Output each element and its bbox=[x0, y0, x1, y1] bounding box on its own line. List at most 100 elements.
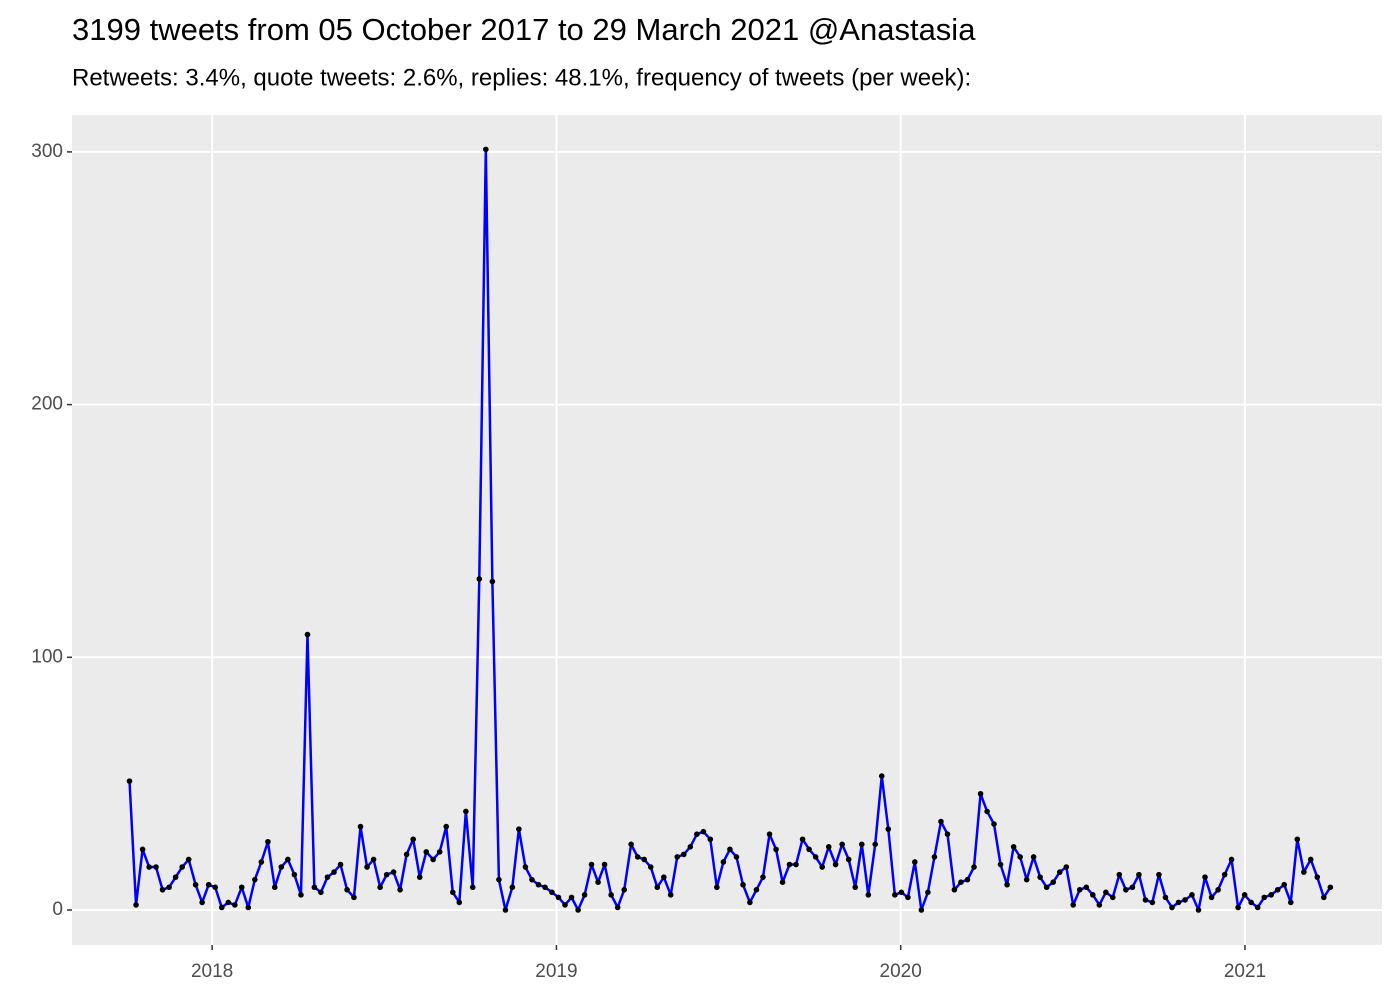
data-point bbox=[1076, 886, 1083, 893]
data-point bbox=[410, 836, 416, 843]
data-point bbox=[1023, 876, 1030, 883]
data-point bbox=[192, 881, 199, 888]
data-point bbox=[252, 876, 258, 883]
data-point bbox=[753, 886, 760, 893]
data-point bbox=[991, 821, 997, 827]
data-point bbox=[172, 874, 179, 880]
data-point bbox=[416, 874, 423, 880]
data-point bbox=[1248, 899, 1254, 906]
data-point bbox=[1307, 856, 1314, 863]
data-point bbox=[918, 907, 925, 913]
data-point bbox=[403, 851, 410, 858]
data-point bbox=[588, 861, 595, 868]
data-point bbox=[865, 892, 872, 898]
data-point bbox=[1228, 856, 1235, 863]
data-point bbox=[707, 836, 714, 843]
data-point bbox=[218, 904, 225, 911]
data-point bbox=[925, 889, 931, 896]
data-point bbox=[1268, 892, 1274, 898]
data-point bbox=[806, 846, 812, 853]
data-point bbox=[634, 854, 641, 860]
data-point bbox=[232, 902, 238, 908]
data-point bbox=[337, 861, 344, 868]
data-point bbox=[872, 841, 879, 848]
data-point bbox=[166, 884, 172, 891]
data-point bbox=[766, 831, 773, 837]
data-point bbox=[1202, 874, 1208, 880]
data-point bbox=[977, 790, 984, 797]
data-point bbox=[1221, 871, 1228, 878]
data-point bbox=[786, 861, 793, 868]
data-point bbox=[1175, 899, 1182, 906]
data-point bbox=[608, 892, 614, 898]
data-point bbox=[483, 146, 489, 153]
data-point bbox=[1314, 874, 1321, 880]
plot-panel bbox=[72, 115, 1382, 945]
data-point bbox=[357, 823, 364, 830]
data-point bbox=[595, 879, 601, 886]
data-point bbox=[271, 884, 278, 891]
data-point bbox=[351, 894, 357, 901]
data-point bbox=[430, 856, 436, 863]
data-point bbox=[212, 884, 219, 891]
data-point bbox=[1235, 904, 1241, 911]
data-point bbox=[555, 894, 562, 901]
data-point bbox=[575, 907, 581, 913]
data-point bbox=[502, 907, 509, 913]
data-point bbox=[324, 874, 331, 880]
data-point bbox=[489, 578, 496, 585]
data-point bbox=[614, 904, 621, 911]
data-point bbox=[628, 841, 634, 848]
data-point bbox=[1129, 884, 1136, 891]
data-point bbox=[146, 864, 152, 870]
data-point bbox=[370, 856, 377, 863]
data-point bbox=[1136, 871, 1142, 878]
data-point bbox=[601, 861, 608, 868]
data-point bbox=[542, 884, 548, 891]
data-point bbox=[832, 861, 839, 868]
data-point bbox=[245, 904, 252, 911]
data-point bbox=[133, 902, 139, 908]
data-point bbox=[944, 831, 951, 837]
data-point bbox=[1287, 899, 1294, 906]
y-tick-label: 300 bbox=[31, 141, 63, 162]
data-point bbox=[1274, 886, 1281, 893]
data-point bbox=[258, 859, 265, 865]
x-tick-label: 2018 bbox=[191, 961, 233, 982]
data-point bbox=[225, 899, 232, 906]
data-point bbox=[397, 886, 403, 893]
data-point bbox=[1327, 884, 1334, 891]
data-point bbox=[1261, 894, 1268, 901]
data-point bbox=[1142, 897, 1149, 903]
data-point bbox=[1017, 854, 1023, 860]
data-point bbox=[1123, 886, 1129, 893]
data-point bbox=[700, 828, 707, 835]
data-point bbox=[964, 876, 971, 883]
data-point bbox=[522, 864, 529, 870]
data-point bbox=[318, 889, 324, 896]
data-point bbox=[509, 884, 516, 891]
data-point bbox=[938, 818, 944, 825]
data-point bbox=[529, 876, 535, 883]
chart-subtitle: Retweets: 3.4%, quote tweets: 2.6%, repl… bbox=[72, 64, 971, 91]
data-point bbox=[205, 881, 212, 888]
data-point bbox=[621, 886, 628, 893]
data-point bbox=[647, 864, 654, 870]
data-point bbox=[476, 576, 483, 582]
data-point bbox=[331, 869, 337, 875]
data-point bbox=[885, 826, 892, 832]
data-point bbox=[159, 886, 166, 893]
y-tick-label: 100 bbox=[31, 646, 63, 667]
data-point bbox=[1103, 889, 1109, 896]
data-point bbox=[285, 856, 291, 863]
data-point bbox=[1063, 864, 1070, 870]
y-tick-label: 0 bbox=[52, 899, 63, 920]
data-point bbox=[1109, 894, 1116, 901]
data-point bbox=[825, 844, 832, 850]
data-point bbox=[238, 884, 245, 891]
data-point bbox=[496, 876, 502, 883]
data-point bbox=[1169, 904, 1175, 911]
data-point bbox=[714, 884, 720, 891]
